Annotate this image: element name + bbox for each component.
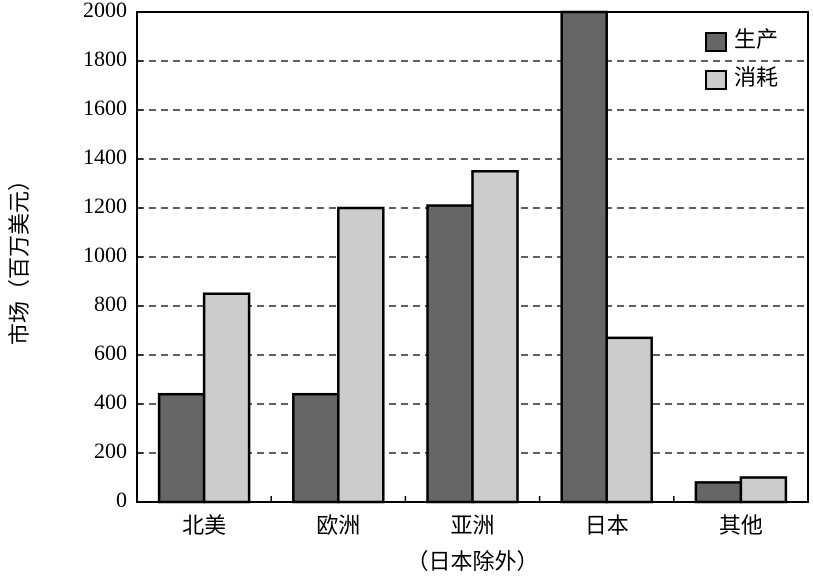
plot-frame [136, 11, 809, 503]
y-tick-label: 0 [116, 487, 127, 512]
bar [694, 481, 743, 504]
bar [202, 292, 251, 504]
legend-label: 消耗 [734, 65, 778, 90]
y-tick-label: 1000 [83, 242, 127, 267]
bar [739, 476, 788, 504]
bar [426, 204, 474, 504]
bar [157, 392, 206, 504]
y-axis-label: 市场（百万美元） [7, 169, 32, 345]
bar [337, 206, 385, 504]
y-tick-label: 2000 [83, 0, 127, 22]
y-tick-label: 800 [94, 291, 127, 316]
y-tick-label: 1600 [83, 95, 127, 120]
bar [471, 170, 519, 504]
x-tick-label: 欧洲 [316, 513, 360, 538]
x-tick-label: 日本 [585, 513, 629, 538]
bar [605, 336, 653, 504]
legend-label: 生产 [734, 27, 778, 52]
y-tick-label: 600 [94, 340, 127, 365]
y-tick-label: 1200 [83, 193, 127, 218]
y-tick-label: 1400 [83, 144, 127, 169]
x-tick-label: 北美 [182, 513, 226, 538]
bar [560, 10, 608, 504]
y-tick-label: 200 [94, 438, 127, 463]
y-tick-label: 1800 [83, 46, 127, 71]
legend-swatch [705, 70, 727, 90]
legend-swatch [705, 32, 727, 52]
category-annotation: （日本除外） [406, 549, 538, 574]
y-tick-label: 400 [94, 389, 127, 414]
bar [292, 392, 340, 504]
x-tick-label: 其他 [719, 513, 763, 538]
x-tick-label: 亚洲 [450, 513, 494, 538]
